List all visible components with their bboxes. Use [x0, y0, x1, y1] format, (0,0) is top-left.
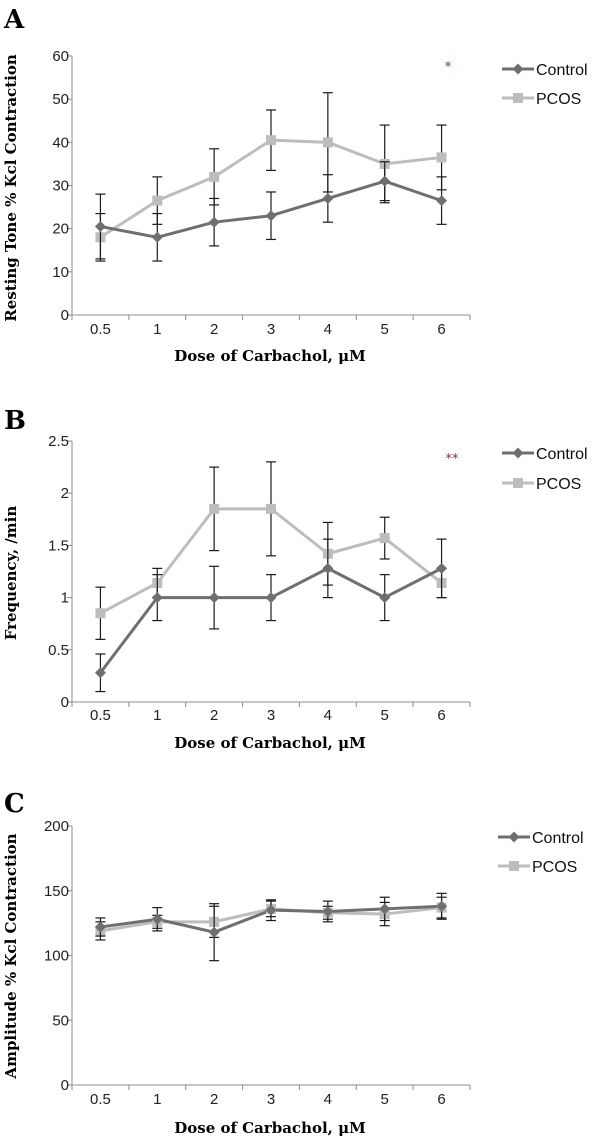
- data-point-control: [379, 592, 391, 604]
- y-axis-title: Resting Tone % Kcl Contraction: [2, 54, 20, 322]
- legend-control-label: Control: [536, 446, 588, 463]
- data-point-pcos: [322, 137, 333, 148]
- data-point-control: [151, 913, 163, 925]
- data-point-pcos: [152, 195, 163, 206]
- x-tick-label: 3: [267, 321, 275, 338]
- y-tick-label: 100: [44, 948, 69, 965]
- data-point-control: [265, 592, 277, 604]
- data-point-pcos: [209, 503, 220, 514]
- data-point-pcos: [95, 608, 106, 619]
- x-tick-label: 3: [267, 1091, 275, 1108]
- data-point-control: [151, 592, 163, 604]
- legend-pcos-marker: [513, 478, 523, 488]
- data-point-control: [208, 592, 220, 604]
- data-point-control: [379, 175, 391, 187]
- significance-marker: **: [446, 452, 460, 467]
- legend-control-marker: [508, 831, 520, 843]
- x-axis-title: Dose of Carbachol, μM: [174, 734, 365, 752]
- legend-pcos-marker: [509, 861, 519, 871]
- data-point-control: [436, 900, 448, 912]
- panel-letter: C: [4, 789, 25, 819]
- x-tick-label: 3: [267, 707, 275, 724]
- data-point-control: [208, 216, 220, 228]
- data-point-control: [208, 926, 220, 938]
- data-point-pcos: [379, 533, 390, 544]
- data-point-control: [436, 562, 448, 574]
- panel-a: A Resting Tone % Kcl Contraction Dose of…: [2, 5, 588, 365]
- x-axis-title: Dose of Carbachol, μM: [174, 347, 365, 365]
- x-tick-label: 5: [381, 1091, 389, 1108]
- data-point-control: [94, 667, 106, 679]
- y-axis-title: Frequency, /min: [2, 506, 20, 641]
- x-tick-label: 4: [324, 321, 332, 338]
- panel-c: C Amplitude % Kcl Contraction Dose of Ca…: [2, 789, 584, 1137]
- legend-pcos-label: PCOS: [532, 859, 577, 876]
- y-tick-label: 40: [52, 134, 69, 151]
- y-tick-label: 0: [61, 307, 69, 324]
- data-point-control: [151, 231, 163, 243]
- y-tick-label: 20: [52, 221, 69, 238]
- y-tick-label: 0.5: [48, 642, 69, 659]
- x-tick-label: 0.5: [90, 1091, 111, 1108]
- y-tick-label: 0: [61, 694, 69, 711]
- legend-pcos-label: PCOS: [536, 91, 581, 108]
- x-tick-label: 4: [324, 1091, 332, 1108]
- data-point-control: [94, 921, 106, 933]
- x-tick-label: 0.5: [90, 321, 111, 338]
- y-tick-label: 0: [61, 1077, 69, 1094]
- y-tick-label: 150: [44, 883, 69, 900]
- x-tick-label: 5: [381, 707, 389, 724]
- y-tick-label: 50: [52, 1012, 69, 1029]
- x-tick-label: 6: [437, 707, 445, 724]
- x-tick-label: 4: [324, 707, 332, 724]
- y-tick-label: 200: [44, 818, 69, 835]
- y-tick-label: 1.5: [48, 537, 69, 554]
- x-tick-label: 0.5: [90, 707, 111, 724]
- data-point-control: [322, 562, 334, 574]
- y-tick-label: 2: [61, 485, 69, 502]
- y-tick-label: 2.5: [48, 433, 69, 450]
- y-tick-label: 50: [52, 91, 69, 108]
- data-point-pcos: [209, 171, 220, 182]
- y-tick-label: 60: [52, 48, 69, 65]
- significance-marker: *: [445, 60, 452, 75]
- x-tick-label: 6: [437, 321, 445, 338]
- panel-letter: A: [3, 5, 25, 35]
- data-point-control: [94, 221, 106, 233]
- legend-control-marker: [512, 63, 524, 75]
- y-tick-label: 1: [61, 590, 69, 607]
- panel-letter: B: [4, 406, 26, 436]
- y-tick-label: 30: [52, 178, 69, 195]
- legend-pcos-label: PCOS: [536, 476, 581, 493]
- x-tick-label: 2: [210, 1091, 218, 1108]
- x-tick-label: 1: [153, 321, 161, 338]
- data-point-control: [436, 195, 448, 207]
- x-tick-label: 1: [153, 1091, 161, 1108]
- panel-b: B Frequency, /min Dose of Carbachol, μM …: [2, 406, 588, 752]
- legend-control-label: Control: [536, 62, 588, 79]
- x-axis-title: Dose of Carbachol, μM: [174, 1119, 365, 1137]
- legend-pcos-marker: [513, 93, 523, 103]
- data-point-control: [322, 905, 334, 917]
- x-tick-label: 2: [210, 707, 218, 724]
- y-tick-label: 10: [52, 264, 69, 281]
- data-point-control: [265, 904, 277, 916]
- y-axis-title: Amplitude % Kcl Contraction: [2, 833, 20, 1079]
- data-point-control: [265, 210, 277, 222]
- data-point-pcos: [266, 135, 276, 146]
- x-tick-label: 6: [437, 1091, 445, 1108]
- data-point-pcos: [266, 503, 276, 514]
- data-point-control: [379, 903, 391, 915]
- x-tick-label: 1: [153, 707, 161, 724]
- legend-control-label: Control: [532, 830, 584, 847]
- x-tick-label: 5: [381, 321, 389, 338]
- x-tick-label: 2: [210, 321, 218, 338]
- data-point-control: [322, 192, 334, 204]
- legend-control-marker: [512, 447, 524, 459]
- data-point-pcos: [436, 152, 447, 163]
